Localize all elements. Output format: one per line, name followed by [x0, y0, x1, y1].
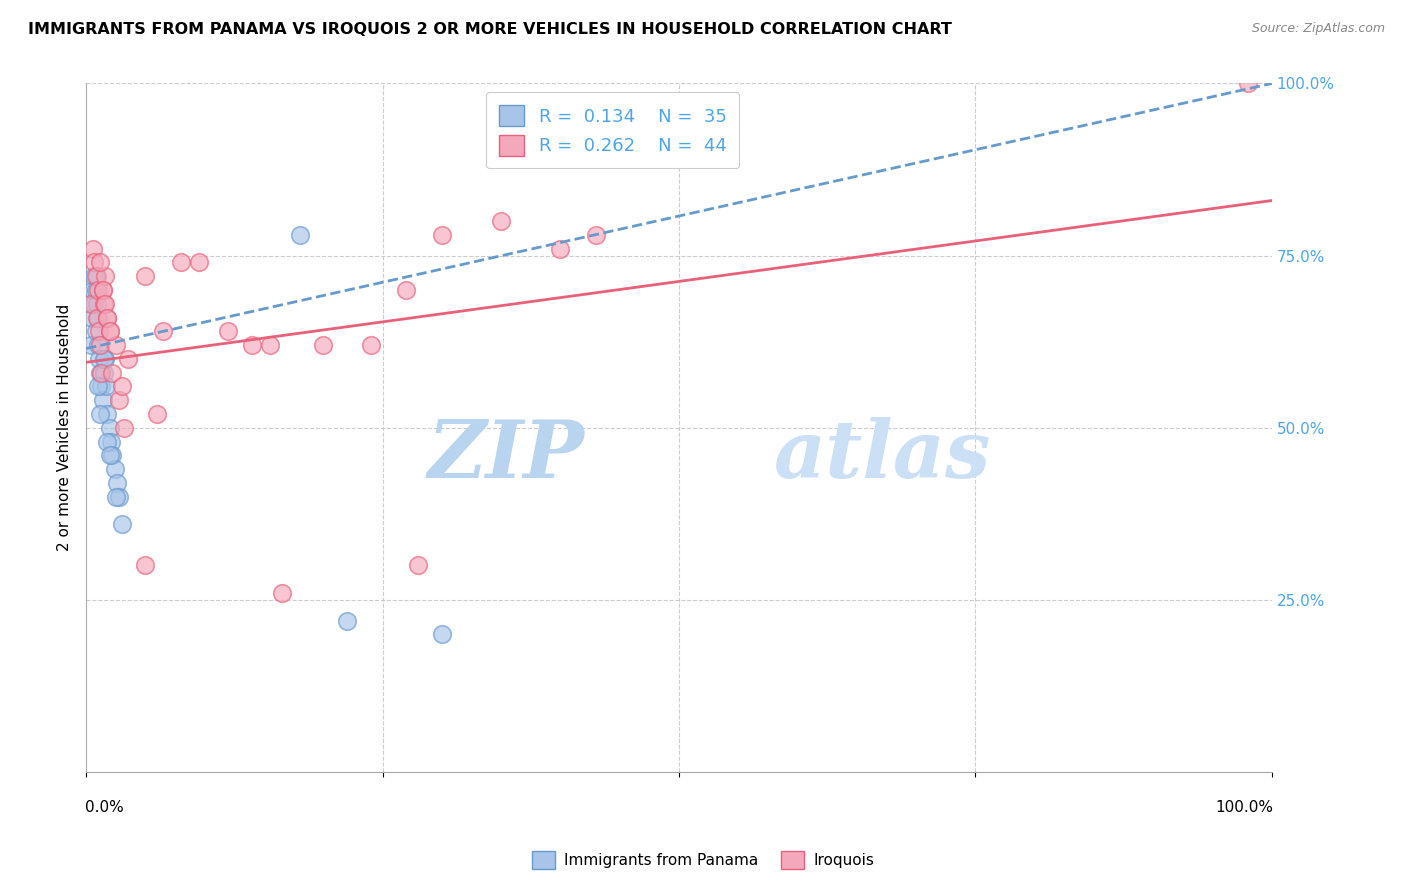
- Point: [80, 297, 103, 311]
- Text: 0.0%: 0.0%: [84, 799, 124, 814]
- Point: [84, 324, 107, 338]
- Text: atlas: atlas: [773, 417, 991, 494]
- Text: Source: ZipAtlas.com: Source: ZipAtlas.com: [1251, 22, 1385, 36]
- Text: IMMIGRANTS FROM PANAMA VS IROQUOIS 2 OR MORE VEHICLES IN HOUSEHOLD CORRELATION C: IMMIGRANTS FROM PANAMA VS IROQUOIS 2 OR …: [28, 22, 952, 37]
- Point: [86, 297, 108, 311]
- Point: [170, 255, 193, 269]
- Point: [84, 283, 107, 297]
- Point: [98, 324, 121, 338]
- Point: [89, 255, 111, 269]
- Point: [82, 242, 104, 256]
- Point: [96, 407, 118, 421]
- Point: [108, 393, 131, 408]
- Point: [90, 379, 112, 393]
- Point: [94, 269, 117, 284]
- Point: [187, 255, 209, 269]
- Point: [83, 297, 105, 311]
- Point: [83, 269, 105, 284]
- Point: [84, 269, 107, 284]
- Point: [101, 448, 124, 462]
- Point: [93, 297, 115, 311]
- Point: [112, 421, 135, 435]
- Point: [87, 283, 110, 297]
- Point: [240, 338, 263, 352]
- Point: [117, 351, 139, 366]
- Point: [96, 310, 118, 325]
- Point: [101, 366, 124, 380]
- Point: [288, 227, 311, 242]
- Point: [430, 627, 453, 641]
- Point: [104, 338, 127, 352]
- Point: [96, 434, 118, 449]
- Point: [83, 255, 105, 269]
- Point: [93, 366, 115, 380]
- Point: [89, 407, 111, 421]
- Point: [87, 310, 110, 325]
- Text: ZIP: ZIP: [427, 417, 583, 494]
- Point: [217, 324, 239, 338]
- Point: [87, 324, 110, 338]
- Point: [87, 351, 110, 366]
- Point: [96, 310, 118, 325]
- Point: [111, 379, 134, 393]
- Point: [395, 283, 418, 297]
- Y-axis label: 2 or more Vehicles in Household: 2 or more Vehicles in Household: [58, 304, 72, 551]
- Point: [430, 227, 453, 242]
- Point: [103, 462, 125, 476]
- Point: [91, 283, 114, 297]
- Point: [100, 434, 122, 449]
- Point: [89, 338, 111, 352]
- Point: [270, 586, 292, 600]
- Point: [94, 351, 117, 366]
- Legend: Immigrants from Panama, Iroquois: Immigrants from Panama, Iroquois: [526, 845, 880, 875]
- Point: [82, 283, 104, 297]
- Point: [360, 338, 382, 352]
- Point: [406, 558, 429, 573]
- Point: [93, 351, 115, 366]
- Point: [104, 490, 127, 504]
- Point: [146, 407, 169, 421]
- Point: [1237, 77, 1260, 91]
- Legend: R =  0.134    N =  35, R =  0.262    N =  44: R = 0.134 N = 35, R = 0.262 N = 44: [486, 93, 740, 169]
- Point: [86, 269, 108, 284]
- Point: [87, 379, 110, 393]
- Point: [98, 448, 121, 462]
- Point: [550, 242, 572, 256]
- Point: [134, 269, 156, 284]
- Point: [91, 283, 114, 297]
- Point: [259, 338, 281, 352]
- Point: [98, 421, 121, 435]
- Text: 100.0%: 100.0%: [1215, 799, 1272, 814]
- Point: [94, 297, 117, 311]
- Point: [89, 366, 111, 380]
- Point: [87, 338, 110, 352]
- Point: [96, 379, 118, 393]
- Point: [80, 338, 103, 352]
- Point: [134, 558, 156, 573]
- Point: [312, 338, 335, 352]
- Point: [91, 393, 114, 408]
- Point: [336, 614, 359, 628]
- Point: [90, 366, 112, 380]
- Point: [105, 475, 128, 490]
- Point: [98, 324, 121, 338]
- Point: [80, 310, 103, 325]
- Point: [108, 490, 131, 504]
- Point: [585, 227, 607, 242]
- Point: [489, 214, 512, 228]
- Point: [86, 310, 108, 325]
- Point: [152, 324, 174, 338]
- Point: [111, 517, 134, 532]
